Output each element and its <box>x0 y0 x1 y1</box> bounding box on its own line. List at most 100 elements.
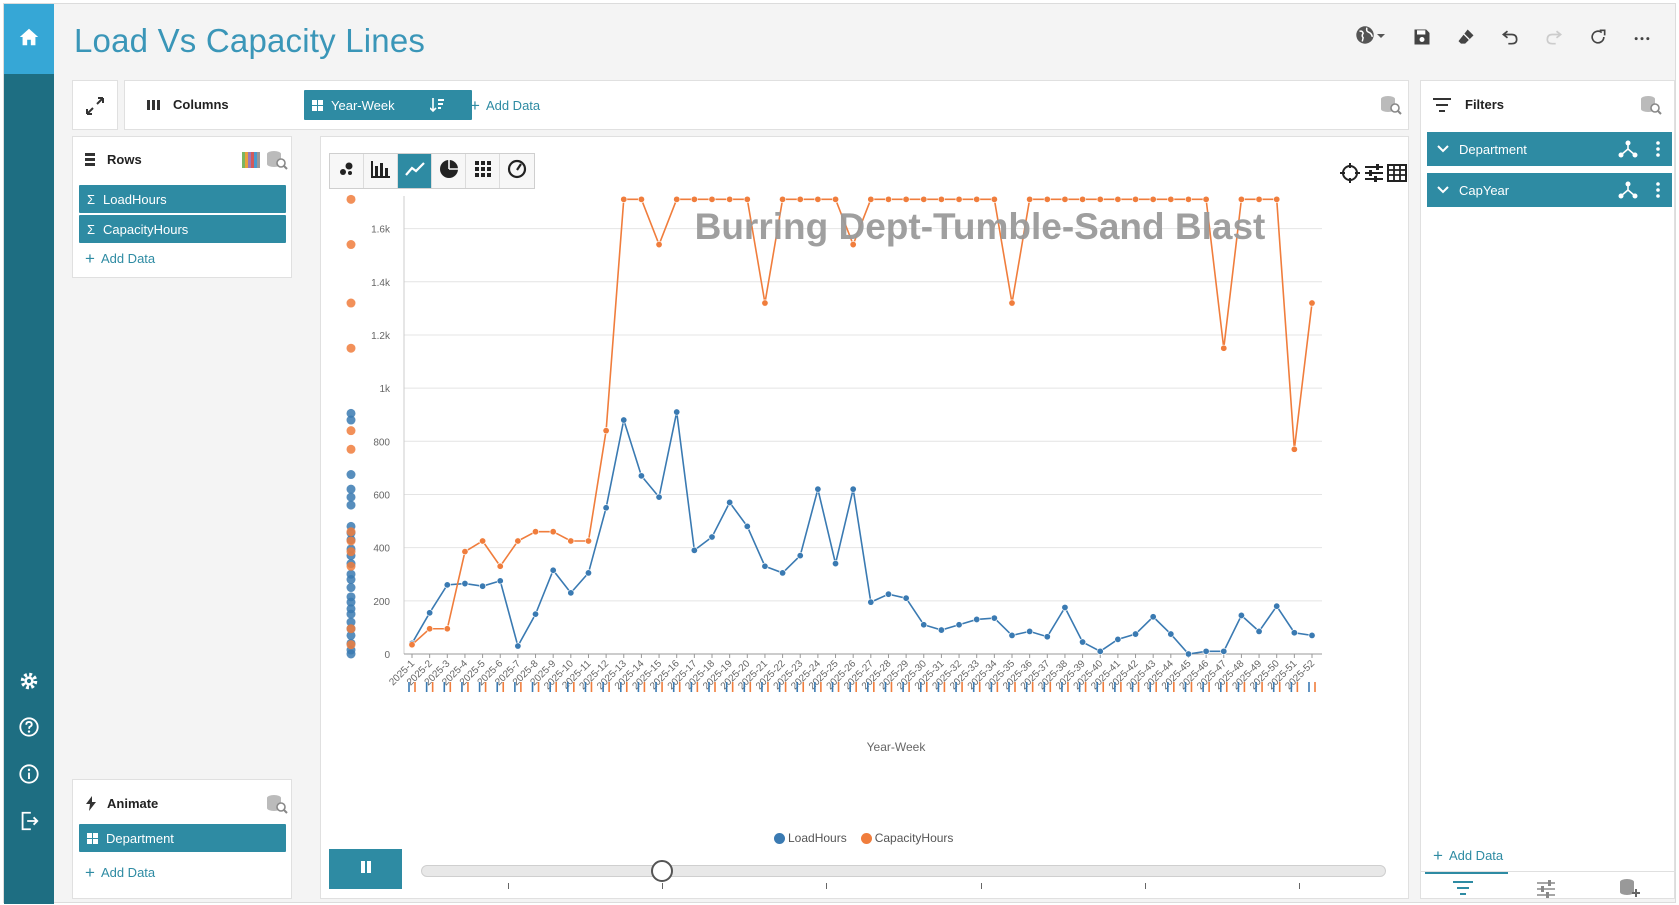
data-point-loadhours[interactable] <box>1308 631 1316 639</box>
data-point-loadhours[interactable] <box>884 590 892 598</box>
data-point-loadhours[interactable] <box>426 609 434 617</box>
data-point-capacityhours[interactable] <box>761 299 769 307</box>
data-point-capacityhours[interactable] <box>920 195 928 203</box>
data-point-loadhours[interactable] <box>584 569 592 577</box>
data-point-loadhours[interactable] <box>532 610 540 618</box>
data-point-capacityhours[interactable] <box>584 537 592 545</box>
home-button[interactable] <box>4 4 54 74</box>
data-point-capacityhours[interactable] <box>690 195 698 203</box>
data-point-loadhours[interactable] <box>849 485 857 493</box>
hierarchy-icon[interactable] <box>1618 181 1638 202</box>
pie-chart-button[interactable] <box>432 154 466 188</box>
data-point-loadhours[interactable] <box>990 614 998 622</box>
bar-chart-button[interactable] <box>364 154 398 188</box>
data-point-loadhours[interactable] <box>673 408 681 416</box>
hierarchy-icon[interactable] <box>1618 140 1638 161</box>
data-point-loadhours[interactable] <box>1290 629 1298 637</box>
data-point-capacityhours[interactable] <box>461 548 469 556</box>
data-point-loadhours[interactable] <box>690 546 698 554</box>
data-point-loadhours[interactable] <box>1184 650 1192 658</box>
more-options-icon[interactable] <box>1631 26 1653 48</box>
data-point-capacityhours[interactable] <box>1220 344 1228 352</box>
filters-data-search-icon[interactable] <box>1640 95 1662 120</box>
data-point-capacityhours[interactable] <box>673 195 681 203</box>
data-point-capacityhours[interactable] <box>1008 299 1016 307</box>
data-point-capacityhours[interactable] <box>708 195 716 203</box>
data-point-capacityhours[interactable] <box>832 195 840 203</box>
data-point-capacityhours[interactable] <box>1079 195 1087 203</box>
legend-item-loadhours[interactable]: LoadHours <box>774 831 847 845</box>
settings-icon[interactable] <box>17 669 41 693</box>
data-point-loadhours[interactable] <box>1079 638 1087 646</box>
data-point-loadhours[interactable] <box>479 582 487 590</box>
data-point-loadhours[interactable] <box>902 594 910 602</box>
data-point-loadhours[interactable] <box>937 626 945 634</box>
info-icon[interactable] <box>17 762 41 786</box>
filter-item-department[interactable]: Department <box>1427 132 1672 166</box>
refresh-icon[interactable] <box>1587 26 1609 48</box>
data-point-capacityhours[interactable] <box>1167 195 1175 203</box>
data-point-capacityhours[interactable] <box>620 195 628 203</box>
eraser-icon[interactable] <box>1455 26 1477 48</box>
data-point-loadhours[interactable] <box>1008 631 1016 639</box>
data-point-capacityhours[interactable] <box>1043 195 1051 203</box>
data-point-capacityhours[interactable] <box>743 195 751 203</box>
data-point-capacityhours[interactable] <box>514 537 522 545</box>
language-globe-dropdown[interactable] <box>1351 25 1389 48</box>
data-point-loadhours[interactable] <box>973 615 981 623</box>
data-point-loadhours[interactable] <box>461 580 469 588</box>
data-point-loadhours[interactable] <box>920 621 928 629</box>
data-point-loadhours[interactable] <box>726 498 734 506</box>
data-point-loadhours[interactable] <box>496 577 504 585</box>
data-point-capacityhours[interactable] <box>532 528 540 536</box>
data-point-loadhours[interactable] <box>796 552 804 560</box>
loadhours-field-pill[interactable]: Σ LoadHours <box>79 185 286 213</box>
data-point-loadhours[interactable] <box>1149 613 1157 621</box>
expand-icon[interactable] <box>83 94 107 123</box>
kebab-menu-icon[interactable] <box>1656 140 1660 161</box>
data-point-capacityhours[interactable] <box>990 195 998 203</box>
data-point-loadhours[interactable] <box>708 533 716 541</box>
animation-slider-thumb[interactable] <box>651 860 673 882</box>
data-point-loadhours[interactable] <box>620 416 628 424</box>
data-point-loadhours[interactable] <box>761 562 769 570</box>
data-point-loadhours[interactable] <box>1220 647 1228 655</box>
data-point-capacityhours[interactable] <box>602 427 610 435</box>
tab-add-datasource[interactable] <box>1619 878 1641 903</box>
gauge-chart-button[interactable] <box>500 154 534 188</box>
sort-icon[interactable] <box>429 97 444 116</box>
rows-add-data-link[interactable]: + Add Data <box>85 250 155 267</box>
data-point-loadhours[interactable] <box>1114 635 1122 643</box>
data-point-capacityhours[interactable] <box>902 195 910 203</box>
data-point-loadhours[interactable] <box>443 581 451 589</box>
help-icon[interactable] <box>17 715 41 739</box>
data-point-loadhours[interactable] <box>1237 611 1245 619</box>
data-point-loadhours[interactable] <box>955 621 963 629</box>
redo-icon[interactable] <box>1543 26 1565 48</box>
data-point-capacityhours[interactable] <box>796 195 804 203</box>
data-point-capacityhours[interactable] <box>479 537 487 545</box>
data-point-capacityhours[interactable] <box>867 195 875 203</box>
undo-icon[interactable] <box>1499 26 1521 48</box>
animation-slider-track[interactable] <box>421 865 1386 877</box>
data-point-capacityhours[interactable] <box>884 195 892 203</box>
data-point-loadhours[interactable] <box>1273 602 1281 610</box>
data-point-loadhours[interactable] <box>1202 647 1210 655</box>
columns-add-data-link[interactable]: + Add Data <box>470 97 540 114</box>
data-point-capacityhours[interactable] <box>1026 195 1034 203</box>
data-point-loadhours[interactable] <box>637 472 645 480</box>
data-point-loadhours[interactable] <box>514 642 522 650</box>
year-week-field-pill[interactable]: Year-Week <box>304 90 472 120</box>
animate-add-data-link[interactable]: + Add Data <box>85 864 155 881</box>
data-point-loadhours[interactable] <box>602 504 610 512</box>
data-point-loadhours[interactable] <box>1167 630 1175 638</box>
data-point-capacityhours[interactable] <box>549 528 557 536</box>
line-chart-button[interactable] <box>398 154 432 188</box>
data-point-capacityhours[interactable] <box>408 641 416 649</box>
data-point-capacityhours[interactable] <box>655 241 663 249</box>
data-point-loadhours[interactable] <box>567 589 575 597</box>
data-point-capacityhours[interactable] <box>496 562 504 570</box>
data-point-capacityhours[interactable] <box>937 195 945 203</box>
tab-filters[interactable] <box>1453 880 1473 901</box>
data-point-loadhours[interactable] <box>743 522 751 530</box>
